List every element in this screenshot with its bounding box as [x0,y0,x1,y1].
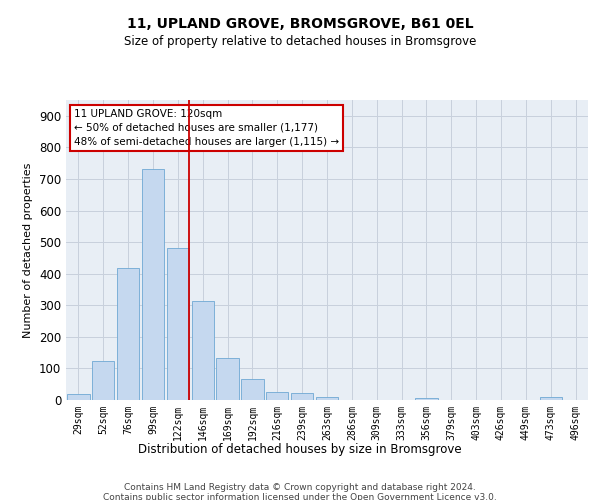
Bar [92,362,115,400]
Bar [316,397,338,400]
Text: Size of property relative to detached houses in Bromsgrove: Size of property relative to detached ho… [124,35,476,48]
Bar [539,397,562,400]
Text: Contains HM Land Registry data © Crown copyright and database right 2024.: Contains HM Land Registry data © Crown c… [124,482,476,492]
Bar [142,170,164,400]
Bar [291,393,313,400]
Bar [241,379,263,400]
Bar [191,300,214,400]
Text: Distribution of detached houses by size in Bromsgrove: Distribution of detached houses by size … [138,442,462,456]
Text: Contains public sector information licensed under the Open Government Licence v3: Contains public sector information licen… [103,492,497,500]
Y-axis label: Number of detached properties: Number of detached properties [23,162,34,338]
Text: 11 UPLAND GROVE: 120sqm
← 50% of detached houses are smaller (1,177)
48% of semi: 11 UPLAND GROVE: 120sqm ← 50% of detache… [74,109,339,147]
Bar [67,394,89,400]
Bar [167,248,189,400]
Text: 11, UPLAND GROVE, BROMSGROVE, B61 0EL: 11, UPLAND GROVE, BROMSGROVE, B61 0EL [127,18,473,32]
Bar [415,398,437,400]
Bar [217,358,239,400]
Bar [117,268,139,400]
Bar [266,392,289,400]
